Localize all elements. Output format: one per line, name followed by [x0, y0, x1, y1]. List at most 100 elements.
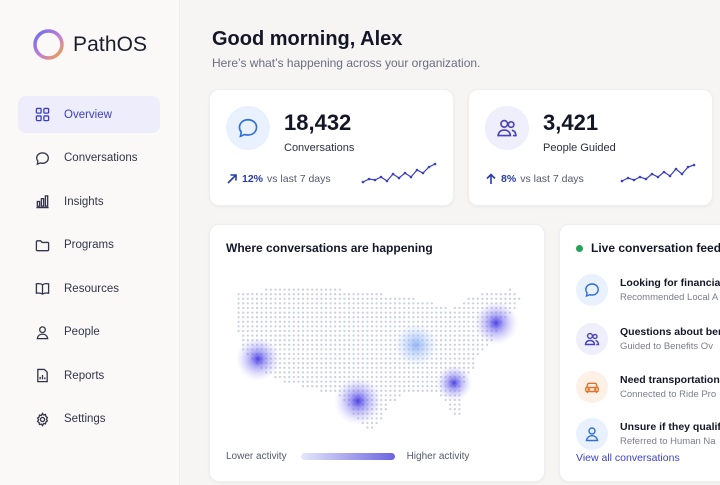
map-dot [329, 302, 332, 305]
map-dot [421, 311, 424, 314]
us-activity-map[interactable] [228, 279, 528, 439]
nav-item-people[interactable]: People [18, 314, 160, 351]
map-dot [301, 385, 305, 388]
map-dot [375, 380, 378, 383]
map-dot [324, 371, 328, 374]
map-dot [384, 316, 387, 319]
map-dot [338, 325, 341, 328]
pathos-logo-icon [33, 29, 64, 60]
map-dot [311, 352, 314, 356]
map-dot [370, 316, 374, 319]
map-dot [237, 320, 240, 323]
map-dot [324, 297, 328, 300]
nav-item-overview[interactable]: Overview [18, 96, 160, 133]
map-dot [338, 316, 341, 319]
map-dot [458, 316, 461, 319]
map-dot [329, 348, 332, 351]
map-dot [407, 385, 410, 388]
feed-item[interactable]: Looking for financial Recommended Local … [576, 274, 720, 308]
nav-item-settings[interactable]: Settings [18, 401, 160, 438]
map-dot [324, 302, 328, 305]
map-dot [334, 311, 337, 314]
person-icon [576, 418, 608, 450]
map-dot [380, 412, 383, 415]
map-dot [467, 339, 470, 342]
map-dot [416, 320, 420, 323]
map-dot [421, 302, 424, 305]
map-dot [426, 375, 429, 379]
sparkline-people [620, 163, 696, 183]
map-dot [288, 371, 291, 374]
map-dot [352, 311, 355, 314]
map-dot [361, 311, 364, 314]
map-dot [297, 311, 300, 314]
feed-item[interactable]: Unsure if they qualify Referred to Human… [576, 418, 720, 452]
nav-item-conversations[interactable]: Conversations [18, 140, 160, 177]
map-dot [347, 306, 351, 310]
feed-item[interactable]: Need transportation Connected to Ride Pr… [576, 371, 720, 405]
map-dot [426, 320, 429, 323]
nav-item-programs[interactable]: Programs [18, 227, 160, 264]
map-dot [288, 316, 291, 319]
stat-card-conversations[interactable]: 18,432 Conversations 12% vs last 7 days [209, 89, 454, 206]
map-dot [375, 293, 378, 296]
map-dot [458, 357, 461, 360]
map-dot [324, 329, 328, 333]
nav-item-resources[interactable]: Resources [18, 270, 160, 307]
map-dot [412, 366, 415, 369]
map-dot [375, 325, 378, 328]
map-dot [462, 329, 466, 333]
map-dot [278, 306, 282, 310]
map-dot [366, 297, 369, 300]
view-all-conversations-link[interactable]: View all conversations [576, 452, 680, 464]
map-dot [311, 362, 314, 365]
map-dot [467, 311, 470, 314]
map-dot [444, 398, 447, 402]
map-dot [380, 362, 383, 365]
map-dot [324, 320, 328, 323]
map-dot [278, 348, 282, 351]
map-dot [292, 325, 295, 328]
map-dot [320, 334, 323, 337]
map-dot [306, 366, 309, 369]
map-dot [297, 297, 300, 300]
map-dot [278, 325, 282, 328]
map-dot [246, 325, 249, 328]
brand[interactable]: PathOS [32, 28, 147, 61]
map-dot [347, 371, 351, 374]
map-dot [458, 362, 461, 365]
map-dot [481, 348, 484, 351]
map-dot [393, 394, 397, 397]
nav-item-insights[interactable]: Insights [18, 183, 160, 220]
map-dot [288, 366, 291, 369]
map-dot [361, 371, 364, 374]
map-dot [439, 343, 443, 346]
map-dot [324, 311, 328, 314]
nav-item-reports[interactable]: Reports [18, 357, 160, 394]
map-dot [306, 288, 309, 291]
map-dot [384, 394, 387, 397]
map-dot [389, 371, 392, 374]
map-dot [458, 334, 461, 337]
map-dot [329, 339, 332, 342]
map-dot [426, 306, 429, 310]
trend-up-icon [227, 174, 237, 184]
map-dot [421, 316, 424, 319]
map-dot [462, 311, 466, 314]
feed-item[interactable]: Questions about ben Guided to Benefits O… [576, 323, 720, 357]
map-dot [361, 302, 364, 305]
map-dot [370, 334, 374, 337]
map-dot [347, 334, 351, 337]
map-dot [265, 334, 268, 337]
map-dot [380, 306, 383, 310]
stat-card-people-guided[interactable]: 3,421 People Guided 8% vs last 7 days [468, 89, 713, 206]
map-dot [444, 343, 447, 346]
map-dot [288, 380, 291, 383]
map-dot [407, 311, 410, 314]
map-dot [251, 311, 254, 314]
map-dot [334, 385, 337, 388]
map-dot [430, 371, 433, 374]
map-dot [504, 297, 507, 300]
map-dot [347, 375, 351, 379]
map-dot [393, 311, 397, 314]
